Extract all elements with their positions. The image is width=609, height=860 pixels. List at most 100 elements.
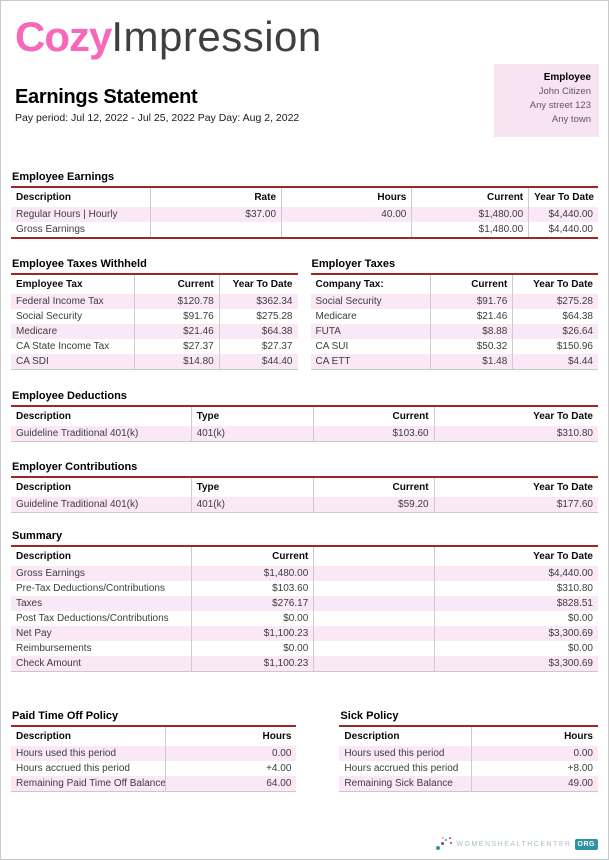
- table-row: Remaining Sick Balance 49.00: [339, 776, 598, 791]
- employee-earnings-table: Description Rate Hours Current Year To Date R…: [11, 186, 598, 239]
- table-row: Reimbursements $0.00 $0.00: [11, 641, 598, 656]
- table-cell: $64.38: [218, 324, 298, 339]
- table-cell: $26.64: [512, 324, 598, 339]
- table-row: Hours used this period 0.00: [11, 746, 297, 761]
- employee-label: Employee: [543, 72, 591, 83]
- table-cell: $1,480.00: [411, 207, 528, 222]
- table-cell: $64.38: [512, 309, 598, 324]
- table-row: CA SDI $14.80 $44.40: [11, 354, 298, 369]
- table-row: Gross Earnings $1,480.00 $4,440.00: [11, 566, 598, 581]
- table-row: Remaining Paid Time Off Balance. 64.00: [11, 776, 297, 791]
- table-cell: $4,440.00: [433, 566, 598, 581]
- table-row: Federal Income Tax $120.78 $362.34: [11, 294, 298, 309]
- table-row: Check Amount $1,100.23 $3,300.69: [11, 656, 598, 671]
- table-cell: $0.00: [433, 611, 598, 626]
- table-cell: [313, 626, 433, 641]
- table-cell: Gross Earnings: [16, 568, 85, 579]
- table-cell: $1,100.23: [190, 656, 314, 671]
- footer-wordmark: WOMENSHEALTHCENTER: [456, 840, 572, 848]
- table-cell: $91.76: [133, 309, 219, 324]
- table-cell: $275.28: [512, 294, 598, 309]
- section-title-summary: Summary: [12, 530, 63, 542]
- pay-period-line: Pay period: Jul 12, 2022 - Jul 25, 2022 …: [15, 112, 300, 124]
- table-cell: Medicare: [315, 311, 357, 322]
- summary-table: Description Current Year To Date Gross Earn…: [11, 545, 598, 672]
- table-cell: $4,440.00: [528, 222, 598, 237]
- table-row: Regular Hours | Hourly $37.00 40.00 $1,480.…: [11, 207, 598, 222]
- table-cell: CA State Income Tax: [16, 341, 110, 352]
- brand-logo-cozy: Cozy: [15, 13, 112, 60]
- table-cell: 401(k): [190, 497, 314, 512]
- table-cell: [313, 547, 433, 566]
- table-cell: [313, 596, 433, 611]
- table-cell: Remaining Paid Time Off Balance.: [16, 778, 166, 789]
- table-header-row: Description Type Current Year To Date: [11, 478, 598, 497]
- table-cell: [313, 566, 433, 581]
- table-row: Medicare $21.46 $64.38: [310, 309, 598, 324]
- table-cell: $4.44: [512, 354, 598, 369]
- table-cell: $1.48: [430, 354, 512, 369]
- table-cell: $276.17: [190, 596, 314, 611]
- table-cell: Hours used this period: [344, 748, 445, 759]
- table-cell: $50.32: [430, 339, 512, 354]
- table-cell: Regular Hours | Hourly: [16, 209, 118, 220]
- table-cell: [313, 656, 433, 671]
- section-title-employee-deductions: Employee Deductions: [12, 390, 127, 402]
- table-cell: 40.00: [281, 207, 411, 222]
- table-cell: Year To Date: [218, 275, 298, 294]
- table-row: Social Security $91.76 $275.28: [310, 294, 598, 309]
- table-cell: Pre-Tax Deductions/Contributions: [16, 583, 165, 594]
- table-cell: $310.80: [433, 581, 598, 596]
- table-cell: $44.40: [218, 354, 298, 369]
- table-cell: 0.00: [470, 746, 598, 761]
- table-cell: Federal Income Tax: [16, 296, 104, 307]
- table-cell: Guideline Traditional 401(k): [16, 499, 139, 510]
- page-title: Earnings Statement: [15, 86, 198, 108]
- table-cell: $37.00: [149, 207, 281, 222]
- table-cell: Hours: [470, 727, 598, 746]
- employee-town: Any town: [551, 114, 591, 125]
- table-header-row: Description Rate Hours Current Year To Date: [11, 188, 598, 207]
- table-cell: Hours: [165, 727, 296, 746]
- table-cell: $27.37: [133, 339, 219, 354]
- table-cell: +4.00: [165, 761, 296, 776]
- table-cell: $275.28: [218, 309, 298, 324]
- table-cell: Year To Date: [433, 547, 598, 566]
- table-header-row: Description Hours: [339, 727, 598, 746]
- table-cell: $0.00: [190, 611, 314, 626]
- table-cell: Current: [313, 407, 433, 426]
- table-cell: $4,440.00: [528, 207, 598, 222]
- table-cell: $27.37: [218, 339, 298, 354]
- employee-taxes-table: Employee Tax Current Year To Date Federal I…: [11, 273, 298, 370]
- table-cell: Current: [190, 547, 314, 566]
- employee-address-box: Employee John Citizen Any street 123 Any…: [494, 64, 599, 137]
- taxes-row: Employee Taxes Withheld Employee Tax Curr…: [11, 258, 598, 370]
- section-employer-contributions: Employer Contributions Description Type Cu…: [11, 461, 598, 513]
- table-cell: $8.88: [430, 324, 512, 339]
- table-cell: $1,100.23: [190, 626, 314, 641]
- table-cell: Description: [16, 551, 72, 562]
- table-cell: $103.60: [313, 426, 433, 441]
- table-cell: Gross Earnings: [16, 224, 85, 235]
- table-cell: [149, 222, 281, 237]
- employer-taxes-table: Company Tax: Current Year To Date Social Se…: [310, 273, 598, 370]
- table-cell: Hours used this period: [16, 748, 117, 759]
- table-cell: Taxes: [16, 598, 43, 609]
- table-cell: Description: [344, 731, 400, 742]
- table-row: Social Security $91.76 $275.28: [11, 309, 298, 324]
- table-cell: Current: [133, 275, 219, 294]
- table-cell: [313, 581, 433, 596]
- section-employee-taxes: Employee Taxes Withheld Employee Tax Curr…: [11, 258, 298, 370]
- table-cell: Social Security: [16, 311, 83, 322]
- table-cell: Post Tax Deductions/Contributions: [16, 613, 169, 624]
- table-cell: CA SUI: [315, 341, 349, 352]
- table-cell: CA SDI: [16, 356, 49, 367]
- pto-policy-table: Description Hours Hours used this period 0.…: [11, 725, 297, 792]
- sick-policy-table: Description Hours Hours used this period 0.…: [339, 725, 598, 792]
- table-cell: Current: [313, 478, 433, 497]
- sparkle-dots-icon: [436, 837, 453, 851]
- table-cell: Remaining Sick Balance: [344, 778, 453, 789]
- table-cell: Current: [430, 275, 512, 294]
- table-row: Guideline Traditional 401(k) 401(k) $59.20…: [11, 497, 598, 512]
